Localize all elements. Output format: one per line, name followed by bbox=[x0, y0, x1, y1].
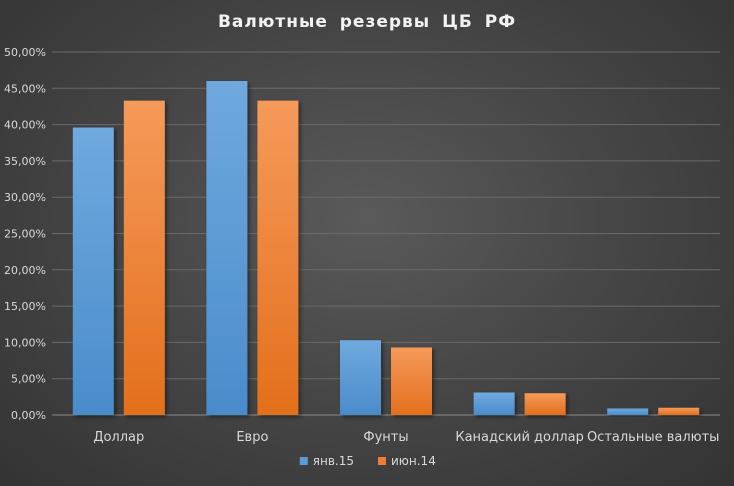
bar-jun14 bbox=[524, 393, 566, 415]
bar-jan15 bbox=[72, 127, 114, 415]
y-tick-label: 5,00% bbox=[11, 373, 46, 386]
x-tick-label: Канадский доллар bbox=[455, 430, 583, 445]
y-tick-label: 0,00% bbox=[11, 409, 46, 422]
bar-jun14 bbox=[391, 347, 432, 415]
y-tick-label: 35,00% bbox=[4, 155, 46, 168]
bar-jun14 bbox=[658, 407, 700, 415]
y-tick-label: 45,00% bbox=[4, 82, 46, 95]
y-tick-label: 25,00% bbox=[4, 228, 46, 241]
x-tick-label: Остальные валюты bbox=[587, 430, 720, 445]
bar-jan15 bbox=[473, 392, 515, 415]
legend-label: янв.15 bbox=[313, 454, 354, 468]
bar-jan15 bbox=[340, 340, 381, 415]
y-tick-label: 20,00% bbox=[4, 264, 46, 277]
y-axis-ticks: 0,00% 5,00% 10,00% 15,00% 20,00% 25,00% 30,00%… bbox=[4, 46, 46, 422]
bars bbox=[72, 81, 700, 415]
legend-label: июн.14 bbox=[391, 454, 436, 468]
bar-jan15 bbox=[607, 408, 649, 415]
legend-swatch bbox=[378, 457, 386, 465]
bar-jun14 bbox=[123, 100, 165, 415]
x-axis-ticks: Доллар Евро Фунты Канадский доллар Остальные… bbox=[93, 430, 719, 445]
legend: янв.15 июн.14 bbox=[299, 454, 436, 468]
x-tick-label: Доллар bbox=[93, 430, 144, 445]
bar-jan15 bbox=[206, 81, 248, 415]
x-tick-label: Фунты bbox=[363, 430, 408, 445]
y-tick-label: 50,00% bbox=[4, 46, 46, 59]
x-tick-label: Евро bbox=[236, 430, 268, 445]
y-tick-label: 30,00% bbox=[4, 191, 46, 204]
y-tick-label: 40,00% bbox=[4, 119, 46, 132]
chart-title: Валютные резервы ЦБ РФ bbox=[217, 12, 517, 32]
y-tick-label: 10,00% bbox=[4, 336, 46, 349]
legend-swatch bbox=[299, 457, 308, 465]
bar-jun14 bbox=[257, 100, 299, 415]
y-tick-label: 15,00% bbox=[4, 300, 46, 313]
